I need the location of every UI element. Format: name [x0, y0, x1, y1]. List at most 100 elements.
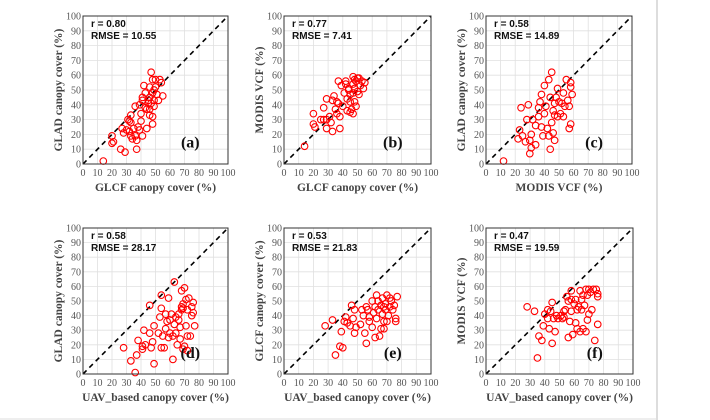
x-tick-label: 50: [353, 378, 363, 389]
y-tick-label: 10: [71, 145, 81, 156]
rmse-annotation: RMSE = 10.55: [91, 31, 157, 42]
data-point: [338, 102, 347, 111]
rmse-annotation: RMSE = 21.83: [292, 243, 358, 254]
data-point: [539, 321, 548, 330]
data-point: [328, 96, 337, 105]
y-tick-label: 50: [474, 297, 484, 308]
data-point: [538, 336, 546, 345]
one-to-one-line: [82, 227, 229, 375]
y-tick-label: 30: [71, 326, 81, 337]
x-tick-label: 20: [308, 168, 318, 179]
x-tick-label: 60: [367, 168, 377, 179]
y-tick-label: 70: [474, 267, 484, 278]
x-tick-label: 90: [209, 378, 219, 389]
data-point: [150, 359, 158, 368]
data-point: [158, 92, 167, 100]
data-point: [546, 307, 555, 316]
data-point: [545, 324, 554, 333]
data-point: [189, 298, 198, 307]
data-point: [547, 68, 556, 77]
data-point: [365, 313, 374, 321]
data-point: [338, 343, 347, 352]
data-point: [537, 90, 546, 99]
x-tick-label: 20: [308, 378, 318, 389]
data-point: [185, 294, 193, 302]
data-point: [331, 351, 340, 359]
x-tick-label: 100: [424, 168, 439, 179]
y-tick-label: 40: [71, 311, 81, 322]
x-tick-label: 100: [221, 378, 236, 389]
data-point: [131, 102, 140, 111]
y-tick-label: 80: [272, 253, 282, 264]
data-point: [330, 92, 338, 100]
x-tick-label: 100: [625, 168, 640, 179]
data-point: [151, 83, 160, 91]
data-point: [365, 317, 374, 326]
data-point: [170, 278, 179, 286]
data-point: [550, 99, 559, 108]
data-point: [336, 124, 344, 133]
y-tick-label: 10: [474, 145, 484, 156]
data-point: [577, 295, 586, 304]
y-tick-label: 40: [71, 100, 81, 111]
x-tick-label: 40: [539, 168, 549, 179]
data-point: [384, 311, 393, 320]
x-tick-label: 70: [583, 168, 593, 179]
data-point: [391, 314, 400, 323]
y-tick-label: 20: [474, 340, 484, 351]
x-tick-label: 60: [569, 168, 579, 179]
data-point: [377, 324, 385, 333]
x-tick-label: 50: [151, 378, 161, 389]
data-point: [344, 86, 353, 94]
x-tick-label: 20: [107, 378, 117, 389]
data-point: [108, 139, 116, 148]
data-point: [515, 126, 524, 134]
data-point: [183, 346, 192, 355]
y-tick-label: 50: [272, 86, 282, 97]
data-point: [375, 332, 384, 340]
plot-frame: [82, 15, 229, 165]
x-tick-label: 80: [194, 378, 204, 389]
y-tick-label: 50: [474, 86, 484, 97]
r-annotation: r = 0.47: [494, 231, 529, 242]
y-tick-label: 60: [474, 282, 484, 293]
data-point: [530, 307, 539, 316]
x-tick-label: 90: [612, 168, 622, 179]
data-point: [141, 89, 150, 97]
y-tick-label: 100: [66, 12, 81, 23]
data-point: [517, 103, 525, 112]
data-point: [173, 340, 182, 349]
x-tick-label: 30: [122, 378, 132, 389]
data-point: [527, 130, 536, 139]
data-point: [169, 355, 177, 364]
data-point: [580, 301, 589, 310]
y-tick-label: 80: [71, 253, 81, 264]
plot-frame: [283, 15, 432, 165]
data-point: [328, 316, 337, 324]
y-tick-label: 100: [469, 224, 484, 235]
x-tick-label: 10: [294, 378, 304, 389]
data-point: [350, 97, 359, 106]
y-tick-label: 50: [71, 86, 81, 97]
panel-label: (e): [384, 345, 402, 362]
scatter-panel-c: 0010102020303040405050606070708080909010…: [456, 12, 640, 195]
data-point: [176, 335, 184, 343]
data-point: [142, 124, 151, 133]
y-tick-label: 10: [272, 145, 282, 156]
data-point: [593, 289, 602, 298]
y-axis-label: GLAD canopy cover (%): [456, 28, 468, 151]
x-tick-label: 20: [510, 168, 520, 179]
data-point: [119, 343, 128, 352]
y-tick-label: 100: [469, 12, 484, 23]
x-tick-label: 30: [323, 168, 333, 179]
one-to-one-line: [283, 15, 432, 165]
x-tick-label: 0: [282, 378, 287, 389]
x-tick-label: 10: [93, 168, 103, 179]
y-tick-label: 0: [277, 370, 282, 381]
y-tick-label: 40: [272, 311, 282, 322]
y-tick-label: 10: [272, 355, 282, 366]
scatter-panel-e: 0010102020303040405050606070708080909010…: [254, 224, 439, 405]
data-point: [565, 124, 574, 133]
